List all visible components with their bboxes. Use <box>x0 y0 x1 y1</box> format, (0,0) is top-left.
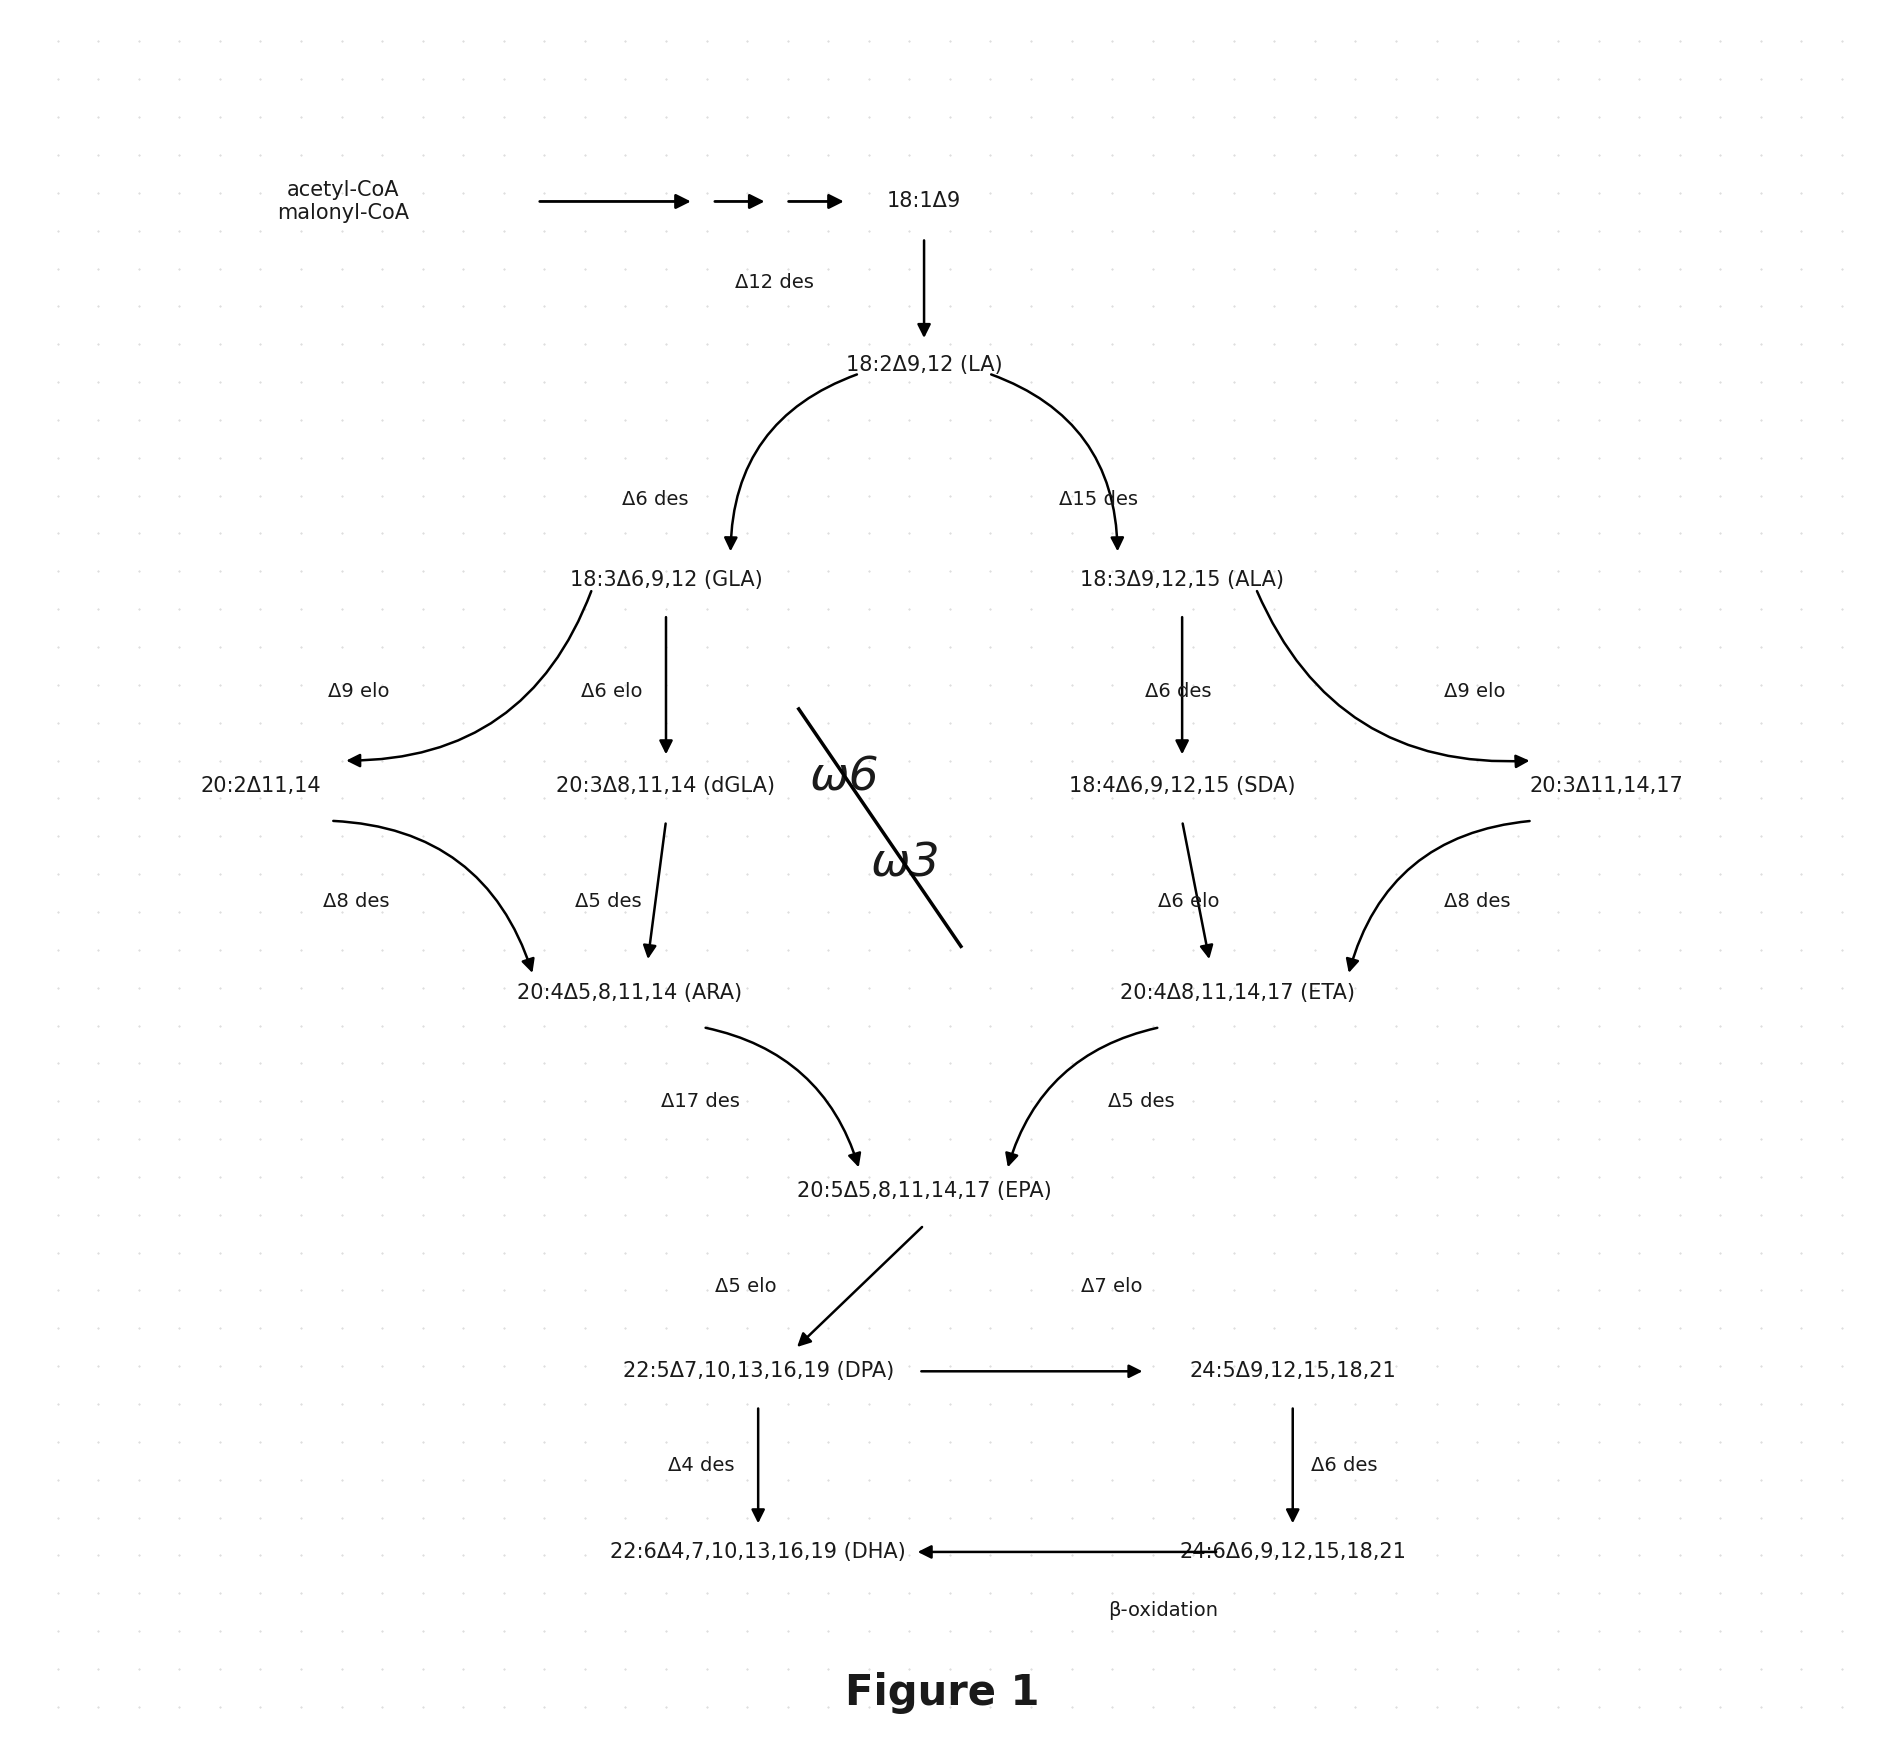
Text: Δ15 des: Δ15 des <box>1059 490 1139 509</box>
Text: acetyl-CoA
malonyl-CoA: acetyl-CoA malonyl-CoA <box>277 180 409 224</box>
Text: β-oxidation: β-oxidation <box>1108 1602 1218 1619</box>
Text: 18:3Δ6,9,12 (GLA): 18:3Δ6,9,12 (GLA) <box>569 569 762 590</box>
Text: 24:5Δ9,12,15,18,21: 24:5Δ9,12,15,18,21 <box>1189 1362 1397 1381</box>
Text: Δ6 elo: Δ6 elo <box>1157 892 1220 911</box>
Text: 20:3Δ8,11,14 (dGLA): 20:3Δ8,11,14 (dGLA) <box>556 777 775 796</box>
Text: 20:3Δ11,14,17: 20:3Δ11,14,17 <box>1529 777 1683 796</box>
Text: Δ8 des: Δ8 des <box>322 892 390 911</box>
Text: 20:5Δ5,8,11,14,17 (EPA): 20:5Δ5,8,11,14,17 (EPA) <box>797 1181 1052 1200</box>
Text: Δ12 des: Δ12 des <box>735 273 814 292</box>
Text: Δ8 des: Δ8 des <box>1444 892 1510 911</box>
Text: 18:3Δ9,12,15 (ALA): 18:3Δ9,12,15 (ALA) <box>1080 569 1284 590</box>
Text: 22:5Δ7,10,13,16,19 (DPA): 22:5Δ7,10,13,16,19 (DPA) <box>622 1362 893 1381</box>
Text: Δ5 des: Δ5 des <box>575 892 643 911</box>
Text: Δ9 elo: Δ9 elo <box>328 682 390 701</box>
Text: 18:1Δ9: 18:1Δ9 <box>888 192 961 211</box>
Text: 18:4Δ6,9,12,15 (SDA): 18:4Δ6,9,12,15 (SDA) <box>1069 777 1295 796</box>
Text: ω3: ω3 <box>871 840 941 886</box>
Text: 20:4Δ5,8,11,14 (ARA): 20:4Δ5,8,11,14 (ARA) <box>516 983 741 1003</box>
Text: Δ5 des: Δ5 des <box>1108 1092 1174 1110</box>
Text: 18:2Δ9,12 (LA): 18:2Δ9,12 (LA) <box>846 354 1003 375</box>
Text: ω6: ω6 <box>811 756 880 800</box>
Text: Δ17 des: Δ17 des <box>662 1092 739 1110</box>
Text: 22:6Δ4,7,10,13,16,19 (DHA): 22:6Δ4,7,10,13,16,19 (DHA) <box>611 1542 907 1561</box>
Text: Δ6 des: Δ6 des <box>1312 1457 1378 1475</box>
Text: 24:6Δ6,9,12,15,18,21: 24:6Δ6,9,12,15,18,21 <box>1180 1542 1406 1561</box>
Text: Δ7 elo: Δ7 elo <box>1080 1277 1142 1297</box>
Text: Figure 1: Figure 1 <box>844 1672 1041 1714</box>
Text: Δ6 des: Δ6 des <box>622 490 688 509</box>
Text: Δ4 des: Δ4 des <box>667 1457 733 1475</box>
Text: Δ6 des: Δ6 des <box>1146 682 1212 701</box>
Text: 20:4Δ8,11,14,17 (ETA): 20:4Δ8,11,14,17 (ETA) <box>1120 983 1355 1003</box>
Text: 20:2Δ11,14: 20:2Δ11,14 <box>200 777 320 796</box>
Text: Δ6 elo: Δ6 elo <box>581 682 643 701</box>
Text: Δ9 elo: Δ9 elo <box>1444 682 1506 701</box>
Text: Δ5 elo: Δ5 elo <box>714 1277 777 1297</box>
